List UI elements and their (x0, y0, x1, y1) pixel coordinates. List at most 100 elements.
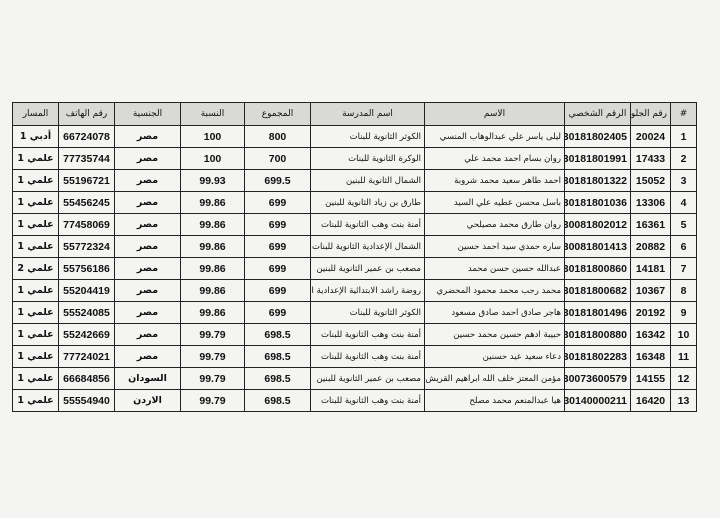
total-score: 699 (244, 235, 311, 258)
table-row: 5 16361 30081802012 روان طارق محمد مصيلحي أم… (12, 213, 697, 236)
total-score: 698.5 (244, 345, 311, 368)
nationality: الاردن (114, 389, 181, 412)
school-name: الشمال الثانوية للبنين (310, 169, 425, 192)
seat-number: 20882 (630, 235, 671, 258)
track: علمي 1 (12, 345, 59, 368)
seat-number: 13306 (630, 191, 671, 214)
phone: 77458069 (58, 213, 115, 236)
row-number: 8 (670, 279, 697, 302)
seat-number: 15052 (630, 169, 671, 192)
percentage: 99.86 (180, 213, 245, 236)
row-number: 7 (670, 257, 697, 280)
seat-number: 16342 (630, 323, 671, 346)
total-score: 800 (244, 125, 311, 148)
phone: 66724078 (58, 125, 115, 148)
row-number: 4 (670, 191, 697, 214)
total-score: 699 (244, 279, 311, 302)
percentage: 99.86 (180, 257, 245, 280)
nationality: مصر (114, 279, 181, 302)
table-row: 13 16420 30140000211 هيا عبدالمنعم محمد مصل… (12, 389, 697, 412)
student-name: روان بسام احمد محمد علي (424, 147, 565, 170)
table-row: 3 15052 30181801322 احمد طاهر سعيد محمد شرو… (12, 169, 697, 192)
personal-id: 30140000211 (564, 389, 631, 412)
nationality: مصر (114, 257, 181, 280)
row-number: 2 (670, 147, 697, 170)
seat-number: 20192 (630, 301, 671, 324)
percentage: 99.86 (180, 301, 245, 324)
phone: 55242669 (58, 323, 115, 346)
nationality: مصر (114, 191, 181, 214)
percentage: 99.79 (180, 345, 245, 368)
row-number: 6 (670, 235, 697, 258)
track: علمي 1 (12, 389, 59, 412)
percentage: 100 (180, 125, 245, 148)
phone: 55196721 (58, 169, 115, 192)
personal-id: 30181802283 (564, 345, 631, 368)
phone: 55524085 (58, 301, 115, 324)
percentage: 99.79 (180, 367, 245, 390)
column-header: رقم الهاتف (58, 102, 115, 126)
table-row: 8 10367 30181800682 محمد رجب محمد محمود الم… (12, 279, 697, 302)
total-score: 699.5 (244, 169, 311, 192)
column-header: الجنسية (114, 102, 181, 126)
nationality: السودان (114, 367, 181, 390)
personal-id: 30073600579 (564, 367, 631, 390)
total-score: 698.5 (244, 367, 311, 390)
seat-number: 10367 (630, 279, 671, 302)
student-name: هاجر صادق احمد صادق مسعود (424, 301, 565, 324)
track: علمي 2 (12, 257, 59, 280)
school-name: أمنة بنت وهب الثانوية للبنات (310, 389, 425, 412)
track: علمي 1 (12, 367, 59, 390)
school-name: أمنة بنت وهب الثانوية للبنات (310, 213, 425, 236)
table-body: 1 20024 30181802405 ليلى ياسر علي عبدالوهاب… (12, 125, 697, 412)
column-header: المجموع (244, 102, 311, 126)
personal-id: 30181801322 (564, 169, 631, 192)
phone: 77724021 (58, 345, 115, 368)
student-name: هيا عبدالمنعم محمد مصلح (424, 389, 565, 412)
student-name: حبيبة ادهم حسين محمد حسين (424, 323, 565, 346)
column-header: الاسم (424, 102, 565, 126)
phone: 55772324 (58, 235, 115, 258)
seat-number: 14181 (630, 257, 671, 280)
personal-id: 30181800860 (564, 257, 631, 280)
row-number: 1 (670, 125, 697, 148)
personal-id: 30181801036 (564, 191, 631, 214)
student-name: مؤمن المعتز خلف الله ابراهيم القريش (424, 367, 565, 390)
column-header: اسم المدرسة (310, 102, 425, 126)
school-name: روضة راشد الابتدائية الإعدادية الثانوية … (310, 279, 425, 302)
track: علمي 1 (12, 147, 59, 170)
personal-id: 30081801413 (564, 235, 631, 258)
table-row: 6 20882 30081801413 ساره حمدي سيد احمد حسين… (12, 235, 697, 258)
student-name: احمد طاهر سعيد محمد شروبة (424, 169, 565, 192)
row-number: 13 (670, 389, 697, 412)
row-number: 3 (670, 169, 697, 192)
phone: 55756186 (58, 257, 115, 280)
seat-number: 14155 (630, 367, 671, 390)
track: علمي 1 (12, 235, 59, 258)
table-row: 9 20192 30181801496 هاجر صادق احمد صادق مسع… (12, 301, 697, 324)
phone: 55456245 (58, 191, 115, 214)
personal-id: 30181800682 (564, 279, 631, 302)
track: علمي 1 (12, 213, 59, 236)
total-score: 699 (244, 257, 311, 280)
personal-id: 30081802012 (564, 213, 631, 236)
total-score: 698.5 (244, 389, 311, 412)
total-score: 700 (244, 147, 311, 170)
table-row: 11 16348 30181802283 دعاء سعيد عيد حسنين أمن… (12, 345, 697, 368)
school-name: الكوثر الثانوية للبنات (310, 125, 425, 148)
school-name: مصعب بن عمير الثانوية للبنين (310, 367, 425, 390)
percentage: 99.86 (180, 191, 245, 214)
nationality: مصر (114, 235, 181, 258)
percentage: 99.86 (180, 279, 245, 302)
phone: 77735744 (58, 147, 115, 170)
column-header: الرقم الشخصي (564, 102, 631, 126)
student-name: دعاء سعيد عيد حسنين (424, 345, 565, 368)
row-number: 11 (670, 345, 697, 368)
percentage: 99.93 (180, 169, 245, 192)
column-header: # (670, 102, 697, 126)
nationality: مصر (114, 169, 181, 192)
nationality: مصر (114, 213, 181, 236)
